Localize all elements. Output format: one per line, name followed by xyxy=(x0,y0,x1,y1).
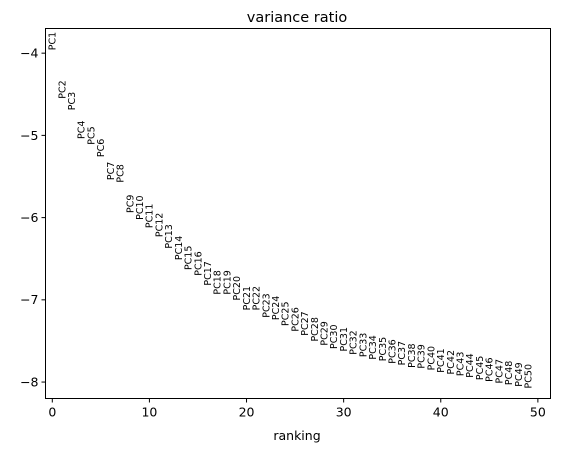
point-label-pc28: PC28 xyxy=(310,317,321,341)
point-label-pc2: PC2 xyxy=(57,80,68,98)
point-label-pc41: PC41 xyxy=(436,348,447,372)
point-label-pc37: PC37 xyxy=(397,341,408,365)
point-label-pc48: PC48 xyxy=(504,361,515,385)
point-label-pc27: PC27 xyxy=(300,311,311,335)
point-label-pc39: PC39 xyxy=(417,344,428,368)
point-label-pc8: PC8 xyxy=(116,164,127,182)
point-label-pc45: PC45 xyxy=(475,356,486,380)
point-label-pc15: PC15 xyxy=(184,246,195,270)
point-label-pc3: PC3 xyxy=(67,92,78,110)
y-tick-label: −4 xyxy=(20,46,38,61)
chart-title: variance ratio xyxy=(247,10,348,26)
y-tick-label: −8 xyxy=(20,374,38,389)
point-label-pc31: PC31 xyxy=(339,327,350,351)
point-label-pc38: PC38 xyxy=(407,343,418,367)
x-axis: 0 10 20 30 40 50 xyxy=(48,398,546,420)
point-label-pc23: PC23 xyxy=(261,293,272,317)
y-axis: −4 −5 −6 −7 −8 xyxy=(20,46,46,389)
point-label-pc13: PC13 xyxy=(164,224,175,248)
plot-frame xyxy=(45,28,551,399)
point-label-pc30: PC30 xyxy=(329,325,340,349)
point-label-pc14: PC14 xyxy=(174,236,185,260)
point-label-pc32: PC32 xyxy=(349,330,360,354)
point-label-pc10: PC10 xyxy=(135,195,146,219)
point-label-pc21: PC21 xyxy=(242,286,253,310)
point-label-pc33: PC33 xyxy=(358,333,369,357)
point-label-pc25: PC25 xyxy=(281,302,292,326)
point-label-pc24: PC24 xyxy=(271,296,282,320)
point-label-pc18: PC18 xyxy=(213,270,224,294)
x-tick-label: 0 xyxy=(48,405,56,420)
plot-area: PC1PC2PC3PC4PC5PC6PC7PC8PC9PC10PC11PC12P… xyxy=(48,32,535,389)
point-label-pc20: PC20 xyxy=(232,276,243,300)
point-label-pc1: PC1 xyxy=(48,32,59,50)
x-tick-label: 30 xyxy=(336,405,352,420)
point-label-pc43: PC43 xyxy=(456,352,467,376)
point-label-pc40: PC40 xyxy=(426,346,437,370)
y-tick-label: −7 xyxy=(20,292,38,307)
y-tick-label: −6 xyxy=(20,210,38,225)
point-label-pc6: PC6 xyxy=(96,139,107,157)
point-label-pc12: PC12 xyxy=(154,213,165,237)
x-tick-label: 10 xyxy=(141,405,157,420)
point-label-pc16: PC16 xyxy=(193,251,204,275)
point-label-pc47: PC47 xyxy=(494,359,505,383)
point-label-pc19: PC19 xyxy=(222,270,233,294)
x-axis-label: ranking xyxy=(273,428,320,443)
point-label-pc46: PC46 xyxy=(485,357,496,381)
point-label-pc29: PC29 xyxy=(320,321,331,345)
point-label-pc9: PC9 xyxy=(125,195,136,213)
point-label-pc44: PC44 xyxy=(465,353,476,377)
y-tick-label: −5 xyxy=(20,128,38,143)
point-label-pc5: PC5 xyxy=(86,126,97,144)
point-label-pc35: PC35 xyxy=(378,337,389,361)
point-label-pc11: PC11 xyxy=(145,204,156,228)
point-label-pc22: PC22 xyxy=(252,286,263,310)
point-label-pc26: PC26 xyxy=(290,307,301,331)
x-tick-label: 20 xyxy=(239,405,255,420)
point-label-pc49: PC49 xyxy=(514,362,525,386)
point-label-pc36: PC36 xyxy=(388,339,399,363)
point-label-pc7: PC7 xyxy=(106,162,117,180)
point-label-pc34: PC34 xyxy=(368,335,379,359)
x-tick-label: 40 xyxy=(433,405,449,420)
point-label-pc42: PC42 xyxy=(446,350,457,374)
point-label-pc17: PC17 xyxy=(203,261,214,285)
x-tick-label: 50 xyxy=(530,405,546,420)
point-label-pc4: PC4 xyxy=(77,121,88,139)
point-label-pc50: PC50 xyxy=(524,364,535,388)
